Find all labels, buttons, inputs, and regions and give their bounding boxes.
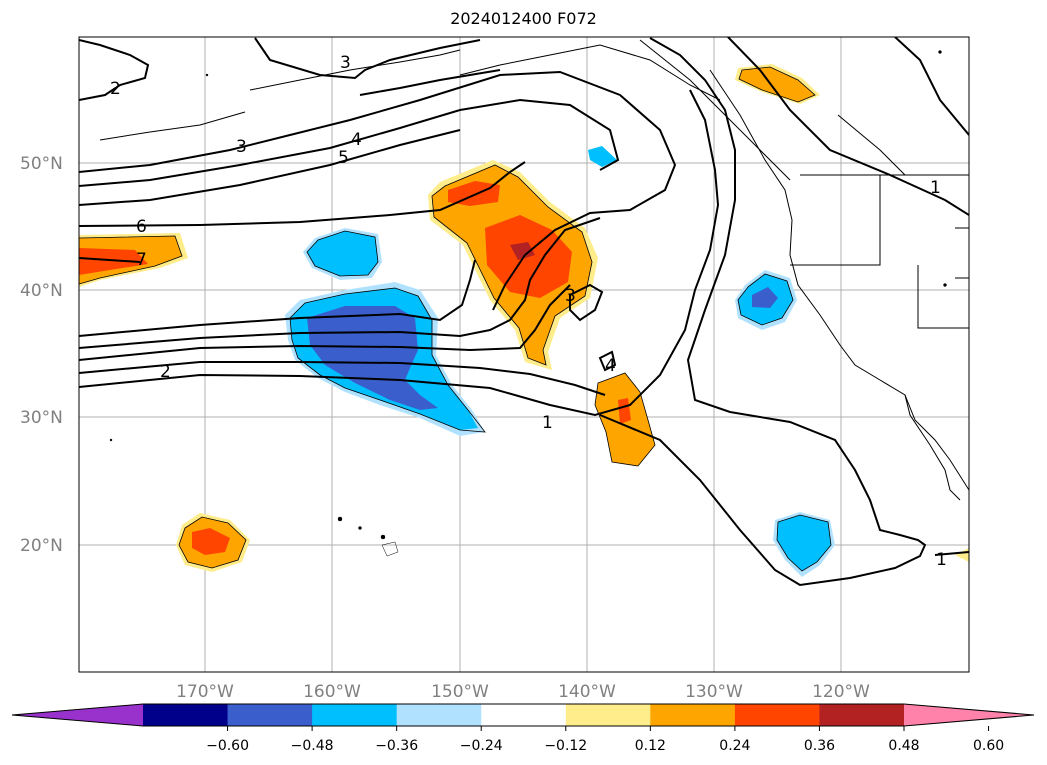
positive-anomaly-mexico xyxy=(955,548,969,562)
map-title: 2024012400 F072 xyxy=(450,9,597,28)
contour-label: 7 xyxy=(136,250,147,270)
colorbar-extend-low xyxy=(12,704,143,726)
lat-label: 50°N xyxy=(20,154,63,174)
colorbar-segment xyxy=(819,704,905,726)
colorbar-label: −0.36 xyxy=(375,738,418,754)
negative-anomaly-southeast xyxy=(773,512,835,577)
contour-lines xyxy=(79,37,969,587)
lon-label: 170°W xyxy=(176,682,234,702)
colorbar-label: −0.60 xyxy=(206,738,249,754)
positive-anomaly-west-edge xyxy=(79,233,188,287)
colorbar-segment xyxy=(312,704,398,726)
contour-label: 4 xyxy=(605,356,616,376)
colorbar-outline xyxy=(11,703,1035,727)
positive-anomaly-canada xyxy=(735,64,820,104)
contour-label: 2 xyxy=(160,362,171,382)
contour-label: 1 xyxy=(936,550,947,570)
anomaly-outlines xyxy=(79,66,832,572)
lon-label: 120°W xyxy=(812,682,870,702)
islands xyxy=(109,50,947,557)
contour-label: 3 xyxy=(340,53,351,73)
colorbar-label: 0.48 xyxy=(888,738,919,754)
positive-anomaly-30n xyxy=(595,373,655,466)
colorbar-segment xyxy=(481,704,567,726)
lat-label: 40°N xyxy=(20,281,63,301)
colorbar-label: 0.36 xyxy=(804,738,835,754)
colorbar-segment xyxy=(396,704,482,726)
negative-anomaly-california xyxy=(735,270,797,330)
colorbar: −0.60 −0.48 −0.36 −0.24 −0.12 0.12 0.24 0.36 0.4… xyxy=(11,703,1035,754)
lon-label: 140°W xyxy=(558,682,616,702)
colorbar-label: −0.48 xyxy=(291,738,334,754)
contour-label: 5 xyxy=(338,148,349,168)
negative-anomaly-central xyxy=(285,282,485,436)
colorbar-segment xyxy=(227,704,313,726)
colorbar-label: 0.24 xyxy=(719,738,750,754)
lon-label: 150°W xyxy=(431,682,489,702)
contour-label: 6 xyxy=(136,217,147,237)
coastlines xyxy=(99,39,969,501)
contour-label-group: 2 3 3 4 5 6 7 2 1 3 4 1 1 xyxy=(110,53,947,570)
positive-anomaly-gulf xyxy=(428,160,598,370)
colorbar-label: 0.12 xyxy=(635,738,666,754)
colorbar-label: −0.12 xyxy=(544,738,587,754)
colorbar-extend-high xyxy=(904,704,1034,726)
latitude-labels: 50°N 40°N 30°N 20°N xyxy=(20,154,63,556)
colorbar-segment xyxy=(650,704,736,726)
map-area: 2 3 3 4 5 6 7 2 1 3 4 1 1 xyxy=(79,37,969,672)
negative-anomaly-small xyxy=(588,146,617,167)
colorbar-label: −0.24 xyxy=(460,738,503,754)
colorbar-label: 0.60 xyxy=(973,738,1004,754)
contour-label: 3 xyxy=(236,137,247,157)
contour-label: 1 xyxy=(930,178,941,198)
longitude-labels: 170°W 160°W 150°W 140°W 130°W 120°W xyxy=(176,682,870,702)
colorbar-segment xyxy=(143,704,229,726)
contour-label: 4 xyxy=(351,130,362,150)
negative-anomaly-north xyxy=(303,228,382,280)
lon-label: 160°W xyxy=(303,682,361,702)
contour-label: 1 xyxy=(542,413,553,433)
lon-label: 130°W xyxy=(685,682,743,702)
map-frame xyxy=(78,36,970,673)
positive-anomaly-20n xyxy=(176,513,250,572)
contour-label: 3 xyxy=(565,286,576,306)
lat-label: 30°N xyxy=(20,408,63,428)
contour-label: 2 xyxy=(110,79,121,99)
colorbar-segment xyxy=(734,704,820,726)
colorbar-segment xyxy=(565,704,651,726)
lat-label: 20°N xyxy=(20,536,63,556)
